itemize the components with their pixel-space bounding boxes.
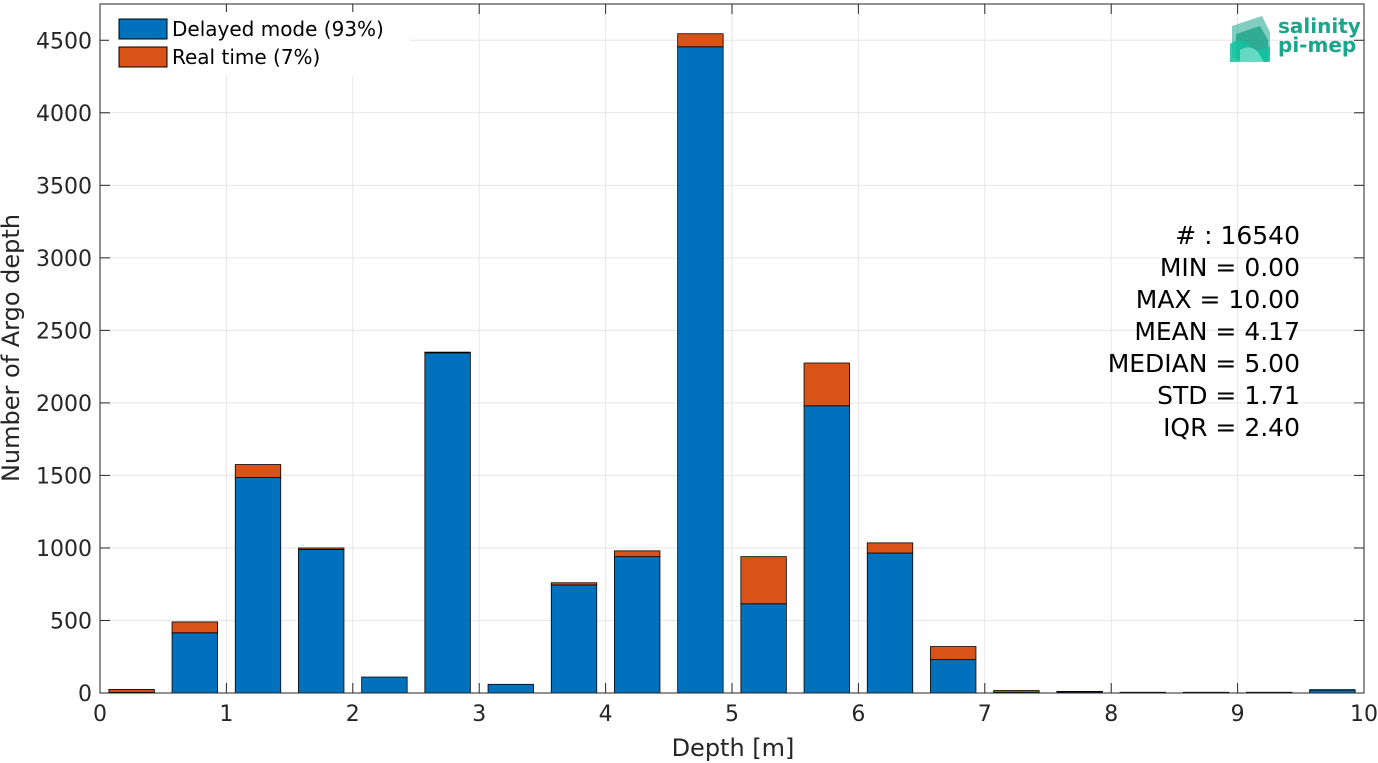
x-tick-labels: 0 1 2 3 4 5 6 7 8 9 10 [93,702,1378,727]
y-tick-label: 3500 [36,174,92,199]
y-tick-label: 500 [50,609,92,634]
y-tick-labels: 0 500 1000 1500 2000 2500 3000 3500 4000 4500 [36,29,92,707]
x-axis-label: Depth [m] [672,734,795,762]
bar-real-time-bin-15 [1056,691,1103,693]
logo-text-salinity: salinity [1278,14,1361,38]
stats-line: IQR = 2.40 [1163,413,1300,442]
bar-delayed-mode-bin-7 [550,584,598,694]
x-tick-label: 10 [1350,702,1378,727]
bar-real-time-bin-12 [866,542,914,554]
bar-real-time-bin-14 [993,690,1040,693]
x-tick-label: 6 [851,702,865,727]
bar-delayed-mode-bin-3 [298,548,345,694]
y-tick-label: 1500 [36,464,92,489]
y-tick-label: 2000 [36,392,92,417]
bar-real-time-bin-9 [677,33,724,48]
bar-delayed-mode-bin-13 [930,659,977,694]
y-tick-label: 1000 [36,537,92,562]
stats-annotation: # : 16540 MIN = 0.00 MAX = 10.00 MEAN = 4.1… [1108,221,1300,442]
bar-real-time-bin-2 [234,464,282,478]
x-tick-label: 3 [472,702,486,727]
legend-swatch-realtime [118,46,168,68]
y-tick-label: 4500 [36,29,92,54]
logo: salinity pi-mep [1230,14,1361,62]
legend-swatch-delayed [118,18,168,40]
y-tick-label: 2500 [36,319,92,344]
bar-real-time-bin-8 [614,550,661,558]
y-axis-label: Number of Argo depth [0,214,25,482]
x-tick-label: 4 [599,702,613,727]
bar-delayed-mode-bin-2 [234,477,282,694]
x-tick-label: 1 [219,702,233,727]
bars-group [108,33,1356,694]
bar-real-time-bin-13 [930,646,977,661]
stats-line: MIN = 0.00 [1160,253,1300,282]
y-tick-label: 4000 [36,102,92,127]
legend-label-delayed: Delayed mode (93%) [172,17,384,41]
stats-line: MEDIAN = 5.00 [1108,349,1300,378]
y-tick-label: 3000 [36,247,92,272]
legend: Delayed mode (93%) Real time (7%) [109,12,409,76]
bar-delayed-mode-bin-9 [677,46,724,694]
x-tick-label: 5 [725,702,739,727]
bar-real-time-bin-10 [740,556,787,605]
logo-text-pimep: pi-mep [1278,33,1356,57]
x-tick-label: 2 [346,702,360,727]
bar-real-time-bin-7 [550,582,598,586]
tick-marks [99,4,1365,694]
stats-line: # : 16540 [1175,221,1300,250]
salinity-logo-icon [1230,16,1270,62]
bar-delayed-mode-bin-12 [866,552,914,694]
bar-real-time-bin-5 [424,351,471,354]
bar-delayed-mode-bin-8 [614,556,661,694]
x-tick-label: 9 [1231,702,1245,727]
bar-delayed-mode-bin-1 [171,632,218,694]
bar-delayed-mode-bin-6 [487,683,534,694]
bar-delayed-mode-bin-11 [803,405,850,694]
stats-line: MEAN = 4.17 [1134,317,1300,346]
bar-real-time-bin-19 [1309,689,1356,691]
bar-delayed-mode-bin-10 [740,603,787,694]
bar-real-time-bin-11 [803,362,850,407]
x-tick-label: 0 [93,702,107,727]
stats-line: STD = 1.71 [1157,381,1300,410]
legend-label-realtime: Real time (7%) [172,45,320,69]
bar-delayed-mode-bin-4 [361,676,408,694]
x-tick-label: 7 [978,702,992,727]
bar-real-time-bin-1 [171,621,218,634]
stats-line: MAX = 10.00 [1136,285,1300,314]
bar-real-time-bin-0 [108,688,155,693]
y-tick-label: 0 [78,682,92,707]
bar-delayed-mode-bin-5 [424,352,471,694]
bar-real-time-bin-3 [298,547,345,550]
x-tick-label: 8 [1104,702,1118,727]
